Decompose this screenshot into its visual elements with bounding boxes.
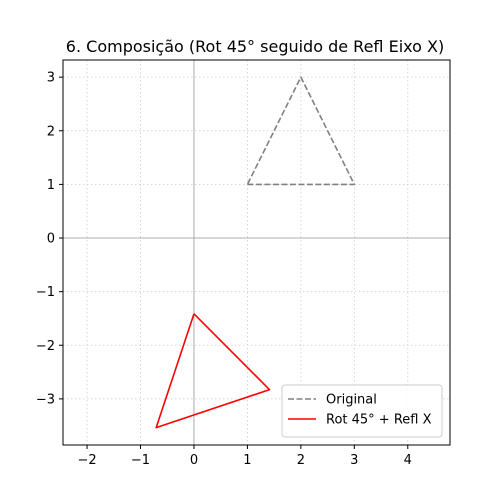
x-tick-label: 1 [243, 453, 251, 468]
y-tick-label: 1 [47, 178, 55, 193]
y-tick-label: 0 [47, 232, 55, 247]
chart-title: 6. Composição (Rot 45° seguido de Refl E… [66, 37, 444, 56]
legend: Original Rot 45° + Refl X [281, 384, 443, 438]
series-0-line [246, 76, 356, 186]
legend-box [281, 384, 443, 438]
series-1-line [155, 313, 271, 429]
y-tick-label: −1 [36, 285, 55, 300]
y-tick-label: −2 [36, 339, 55, 354]
legend-label: Rot 45° + Refl X [326, 413, 432, 428]
y-tick-label: −3 [36, 392, 55, 407]
legend-label: Original [326, 393, 377, 408]
y-tick-label: 2 [47, 124, 55, 139]
x-tick-label: −1 [131, 453, 150, 468]
y-tick-label: 3 [47, 71, 55, 86]
ticks: −2 −1 0 1 2 3 4 −3 −2 −1 0 1 2 3 [36, 71, 412, 468]
x-tick-label: 3 [350, 453, 358, 468]
x-tick-label: 4 [404, 453, 412, 468]
x-tick-label: −2 [77, 453, 96, 468]
plot-frame [62, 59, 451, 446]
zero-axis-lines [63, 60, 450, 445]
series-layer [155, 76, 356, 429]
x-tick-label: 2 [297, 453, 305, 468]
x-tick-label: 0 [190, 453, 198, 468]
